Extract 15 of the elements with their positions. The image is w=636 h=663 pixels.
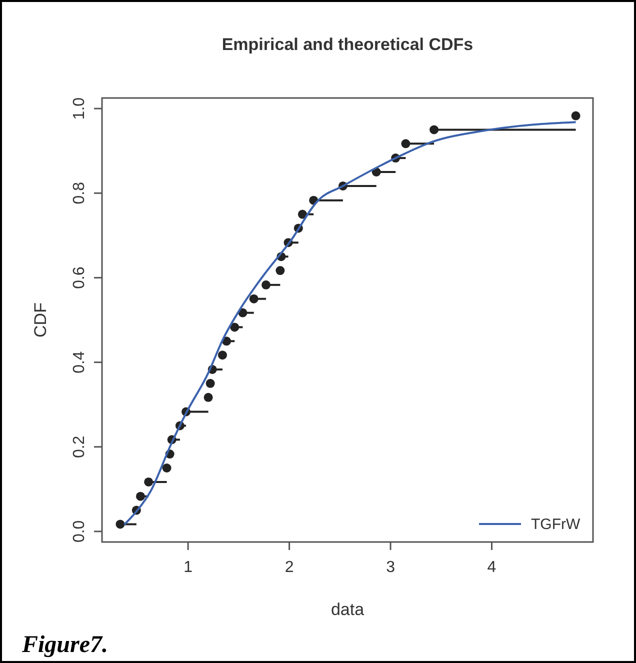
- x-tick-label: 4: [487, 559, 496, 576]
- y-tick-label: 0.2: [71, 436, 88, 458]
- y-tick-label: 0.8: [71, 182, 88, 204]
- y-tick-label: 0.0: [71, 520, 88, 543]
- y-axis-title: CDF: [31, 302, 50, 338]
- x-tick-label: 2: [284, 559, 294, 576]
- x-tick-label: 1: [184, 559, 193, 576]
- x-axis-title: data: [330, 600, 365, 619]
- legend-label: TGFrW: [531, 516, 581, 533]
- chart-title: Empirical and theoretical CDFs: [222, 35, 474, 54]
- x-tick-label: 3: [386, 559, 396, 576]
- y-tick-label: 1.0: [71, 97, 88, 120]
- y-tick-label: 0.4: [71, 351, 88, 374]
- y-tick-label: 0.6: [71, 266, 88, 289]
- caption: Figure7.: [21, 632, 108, 658]
